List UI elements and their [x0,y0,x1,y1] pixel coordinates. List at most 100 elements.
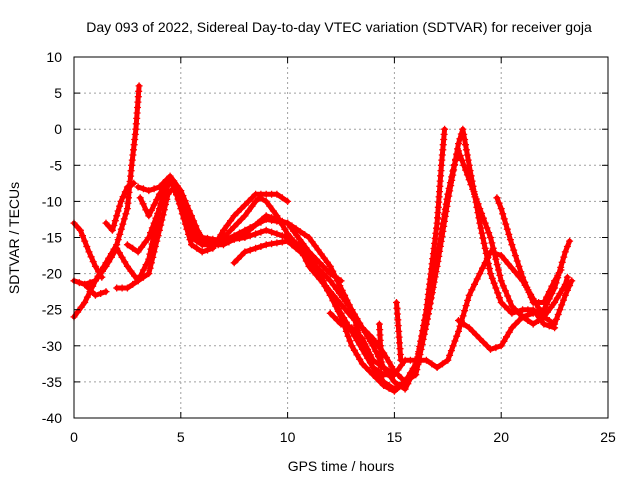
y-tick-label: 10 [46,49,62,65]
data-point [159,211,167,219]
data-point [244,197,252,205]
data-point [185,207,193,215]
data-point [107,253,115,261]
data-point [268,228,276,236]
data-point [380,382,388,389]
data-point [450,161,458,169]
y-tick-label: -25 [42,302,62,318]
data-point [314,246,322,254]
data-point [337,300,345,308]
data-point [266,202,274,210]
data-point [479,338,487,346]
data-point [478,209,486,217]
data-point [515,262,523,270]
data-point [102,262,110,270]
data-point [146,250,154,258]
data-point [334,308,342,315]
y-axis: 10 5 0 -5 -10 -15 -20 -25 -30 -35 -40 [42,49,608,426]
data-point [309,267,316,275]
data-point [155,205,163,213]
data-point [439,360,446,368]
data-point [462,146,470,154]
data-point [273,217,281,225]
data-point [361,340,369,348]
data-point [241,201,249,209]
data-point [118,253,126,261]
data-point [150,219,158,227]
data-point [179,192,187,200]
data-point [123,183,131,191]
data-point [333,277,341,285]
data-point [323,258,331,266]
data-point [319,279,327,287]
data-point [326,309,334,317]
data-point [484,260,492,267]
data-point [343,296,351,304]
data-point [108,226,116,234]
data-point [481,244,489,252]
data-point [252,244,260,252]
data-point [481,219,489,227]
data-point [563,286,571,294]
data-point [474,200,482,208]
data-point [445,184,453,192]
data-point [196,232,204,240]
data-point [227,217,235,225]
data-point [460,320,468,328]
data-point [278,238,286,246]
data-point [158,216,166,224]
data-point [116,230,124,238]
data-point [293,231,301,239]
data-point [488,274,496,282]
data-point [390,378,398,386]
data-point [493,194,501,202]
data-point [429,280,437,288]
data-point [494,289,502,297]
data-point [91,291,99,299]
data-point [441,125,449,133]
data-point [460,130,468,138]
data-point [511,252,519,260]
data-point [451,337,459,345]
data-point [273,190,281,198]
data-point [483,254,491,262]
data-point [358,360,366,368]
data-point [433,364,441,371]
data-point [284,219,292,227]
data-point [477,224,485,232]
x-tick-label: 5 [177,429,185,445]
x-tick-label: 20 [493,429,509,445]
data-point [319,270,327,278]
data-point [183,202,191,210]
data-point [487,345,494,353]
x-axis: 0 5 10 15 20 25 [70,57,616,445]
data-point [557,266,565,274]
data-point [478,229,486,237]
data-point [551,324,559,332]
data-point [330,292,338,300]
data-point [147,245,155,253]
data-point [519,313,527,321]
data-point [436,240,444,248]
data-point [554,271,562,279]
data-point [453,332,461,340]
series-arc-9 [326,309,398,379]
data-point [362,327,370,335]
data-point [256,194,264,202]
data-point [446,179,454,187]
data-point [139,266,147,274]
data-point [491,250,498,258]
data-point [561,248,569,256]
data-point [234,255,242,263]
data-point [120,215,128,223]
data-point [422,320,430,328]
data-point [500,337,508,345]
data-point [483,342,491,350]
data-point [129,244,137,252]
data-point [246,246,254,254]
data-point [81,237,89,245]
data-point [122,210,130,218]
data-point [184,223,192,231]
data-point [504,260,512,268]
